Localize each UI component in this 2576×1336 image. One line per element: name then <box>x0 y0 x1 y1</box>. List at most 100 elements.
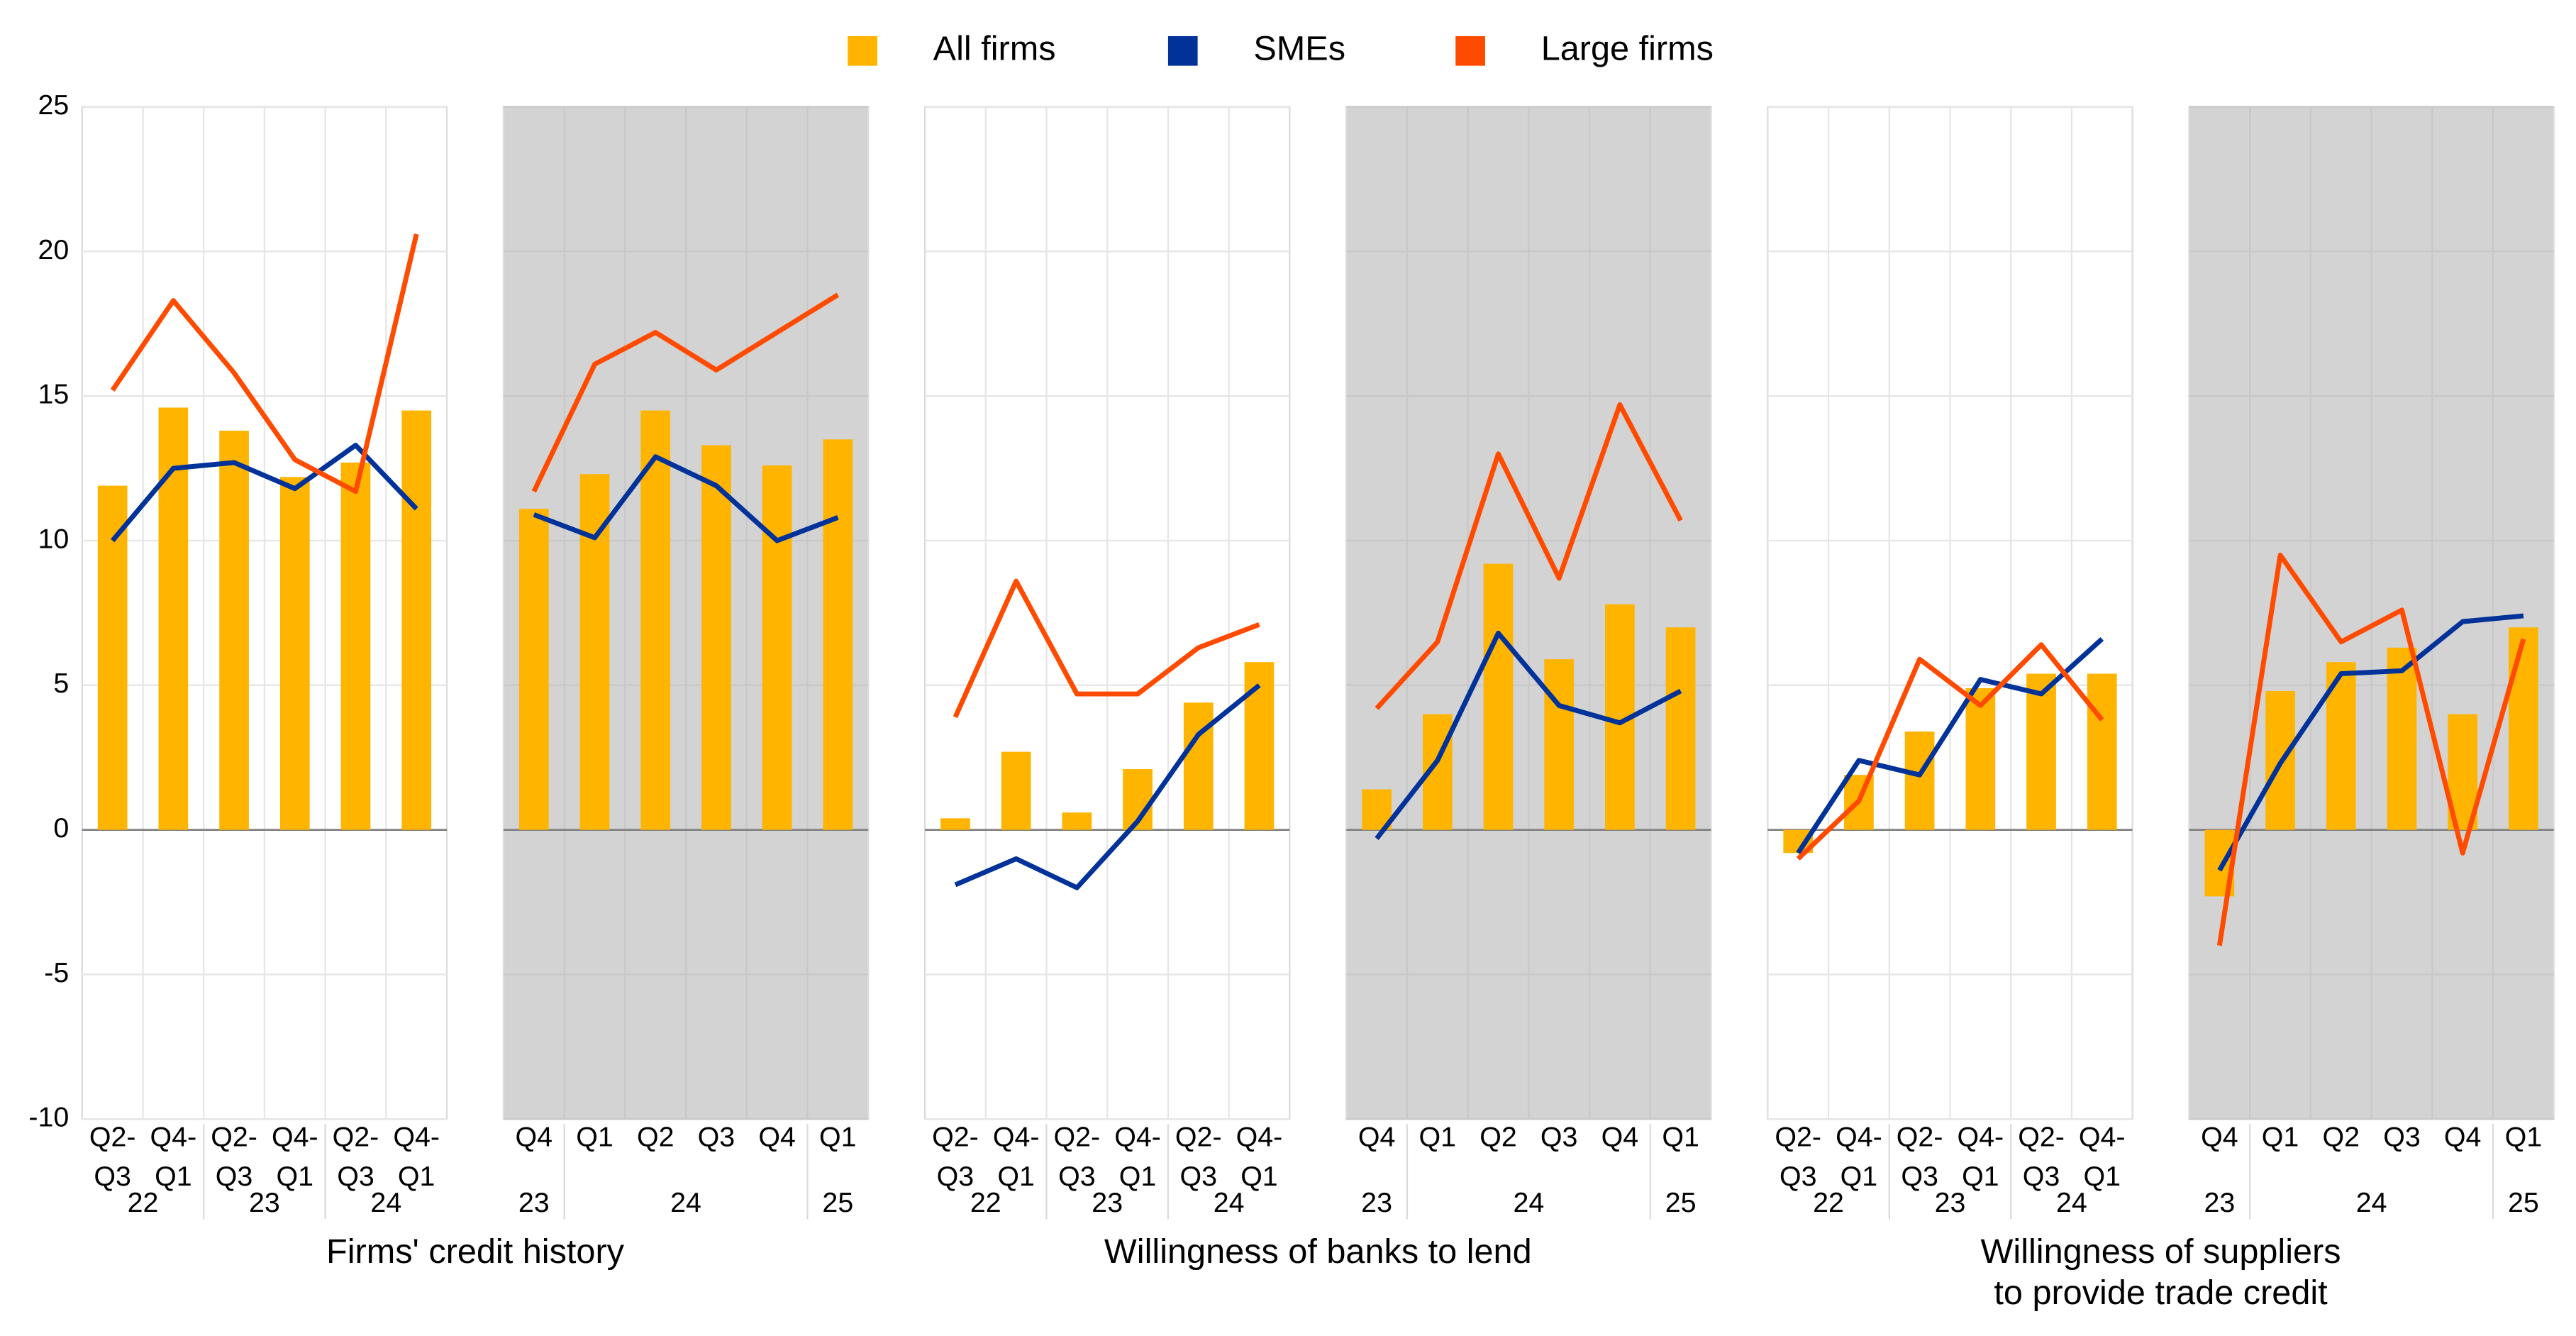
bar <box>1062 812 1092 830</box>
year-label: 22 <box>128 1187 159 1218</box>
x-tick-label: Q4- <box>2079 1121 2126 1152</box>
x-tick-label: Q1 <box>997 1161 1035 1192</box>
line <box>110 233 419 495</box>
bar <box>1183 702 1214 830</box>
year-label: 23 <box>249 1187 280 1218</box>
x-tick-label: Q2- <box>333 1121 379 1152</box>
year-label: 25 <box>1665 1187 1697 1218</box>
y-tick-label: 10 <box>38 523 70 554</box>
bar <box>762 465 792 830</box>
year-label: 24 <box>2356 1187 2387 1218</box>
x-tick-label: Q4 <box>1358 1121 1396 1152</box>
line <box>2217 613 2524 872</box>
bar <box>1665 627 1696 830</box>
x-tick-label: Q1 <box>277 1161 314 1192</box>
x-tick-label: Q2- <box>1175 1121 1222 1152</box>
x-tick-label: Q2 <box>2323 1121 2360 1152</box>
bar <box>518 509 549 830</box>
bar <box>340 462 371 830</box>
bar <box>640 410 671 830</box>
legend-swatch <box>1167 35 1198 66</box>
bar <box>2387 647 2417 830</box>
bar <box>2087 673 2117 830</box>
x-tick-label: Q1 <box>2083 1161 2121 1192</box>
year-label: 23 <box>2204 1187 2235 1218</box>
line <box>1375 630 1682 841</box>
legend-label: All firms <box>933 30 1056 68</box>
x-tick-label: Q3 <box>1901 1161 1938 1192</box>
x-tick-label: Q2- <box>1897 1121 1943 1152</box>
y-tick-label: 5 <box>53 668 69 699</box>
line <box>2216 552 2526 946</box>
x-tick-label: Q1 <box>398 1161 435 1192</box>
x-tick-label: Q4- <box>150 1121 197 1152</box>
x-tick-label: Q1 <box>576 1121 614 1152</box>
x-tick-label: Q1 <box>1962 1161 1999 1192</box>
line <box>531 292 840 493</box>
year-label: 23 <box>518 1187 550 1218</box>
x-tick-label: Q4- <box>993 1121 1040 1152</box>
group-title: to provide trade credit <box>1994 1274 2328 1312</box>
x-tick-label: Q3 <box>2383 1121 2421 1152</box>
y-tick-label: -10 <box>28 1102 69 1133</box>
year-label: 22 <box>1813 1187 1844 1218</box>
year-label: 25 <box>2508 1187 2539 1218</box>
bar <box>401 410 432 830</box>
x-tick-label: Q4- <box>272 1121 318 1152</box>
bar <box>2026 673 2056 830</box>
bar <box>701 445 731 830</box>
year-label: 23 <box>1092 1187 1123 1218</box>
x-tick-label: Q1 <box>1419 1121 1457 1152</box>
legend-swatch <box>1455 35 1485 66</box>
year-label: 23 <box>1361 1187 1392 1218</box>
year-label: 22 <box>970 1187 1001 1218</box>
bar <box>97 485 128 830</box>
x-tick-label: Q3 <box>1180 1161 1218 1192</box>
x-tick-label: Q4- <box>1236 1121 1283 1152</box>
year-label: 24 <box>370 1187 401 1218</box>
bar <box>1544 659 1575 830</box>
x-tick-label: Q4 <box>2201 1121 2238 1152</box>
x-tick-label: Q3 <box>2023 1161 2060 1192</box>
x-tick-label: Q1 <box>1662 1121 1699 1152</box>
year-label: 24 <box>1513 1187 1544 1218</box>
group-title: Willingness of suppliers <box>1980 1232 2341 1271</box>
year-label: 23 <box>1935 1187 1966 1218</box>
x-tick-label: Q2- <box>1775 1121 1821 1152</box>
x-tick-label: Q2- <box>89 1121 136 1152</box>
x-tick-label: Q2- <box>932 1121 979 1152</box>
bar <box>940 818 970 830</box>
x-tick-label: Q1 <box>2505 1121 2543 1152</box>
bar <box>219 431 249 830</box>
year-label: 24 <box>1214 1187 1245 1218</box>
x-tick-label: Q1 <box>819 1121 857 1152</box>
x-tick-label: Q1 <box>1119 1161 1157 1192</box>
y-tick-label: 20 <box>38 234 70 265</box>
y-tick-label: 0 <box>53 812 69 844</box>
group-title: Firms' credit history <box>326 1232 625 1271</box>
line <box>953 578 1260 719</box>
x-tick-label: Q4- <box>393 1121 440 1152</box>
x-tick-label: Q4- <box>1836 1121 1882 1152</box>
bar <box>1001 751 1031 830</box>
x-tick-label: Q2 <box>637 1121 674 1152</box>
legend-swatch <box>848 35 877 66</box>
x-tick-label: Q3 <box>1540 1121 1578 1152</box>
y-tick-label: 15 <box>38 379 70 410</box>
y-tick-label: -5 <box>44 957 69 988</box>
line <box>533 454 839 543</box>
line <box>1796 637 2104 855</box>
x-tick-label: Q3 <box>937 1161 975 1192</box>
bar <box>279 477 310 830</box>
line <box>954 683 1261 890</box>
x-tick-label: Q3 <box>216 1161 253 1192</box>
x-tick-label: Q3 <box>1058 1161 1096 1192</box>
x-tick-label: Q3 <box>94 1161 131 1192</box>
x-tick-label: Q4 <box>1601 1121 1639 1152</box>
x-tick-label: Q3 <box>337 1161 374 1192</box>
x-tick-label: Q3 <box>1780 1161 1817 1192</box>
x-tick-label: Q2- <box>1054 1121 1101 1152</box>
y-tick-label: 25 <box>38 89 70 121</box>
x-tick-label: Q4 <box>516 1121 553 1152</box>
